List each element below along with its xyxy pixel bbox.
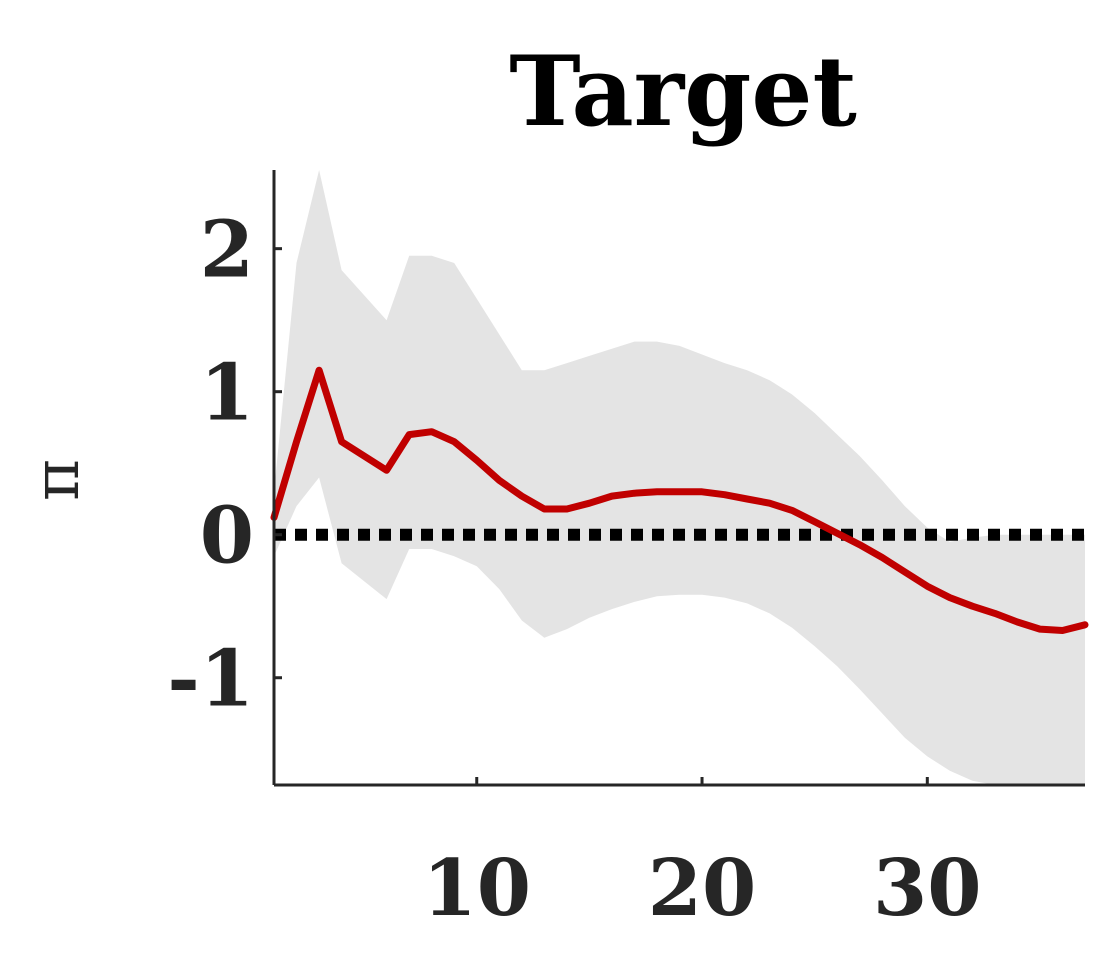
chart-title: Target — [509, 35, 857, 148]
x-ticks: 10 20 30 — [422, 777, 982, 934]
x-tick-label: 10 — [422, 843, 531, 934]
x-tick-label: 20 — [648, 843, 757, 934]
y-tick-label: 2 — [200, 205, 254, 296]
y-tick-label: 1 — [200, 348, 254, 439]
y-axis-label: π — [20, 459, 94, 501]
y-ticks: 2 1 0 -1 — [167, 205, 282, 725]
x-tick-label: 30 — [873, 843, 982, 934]
y-tick-label: -1 — [167, 634, 254, 725]
confidence-band — [274, 170, 1085, 785]
axes — [272, 170, 1085, 787]
y-tick-label: 0 — [200, 491, 254, 582]
data-line — [270, 366, 1089, 634]
